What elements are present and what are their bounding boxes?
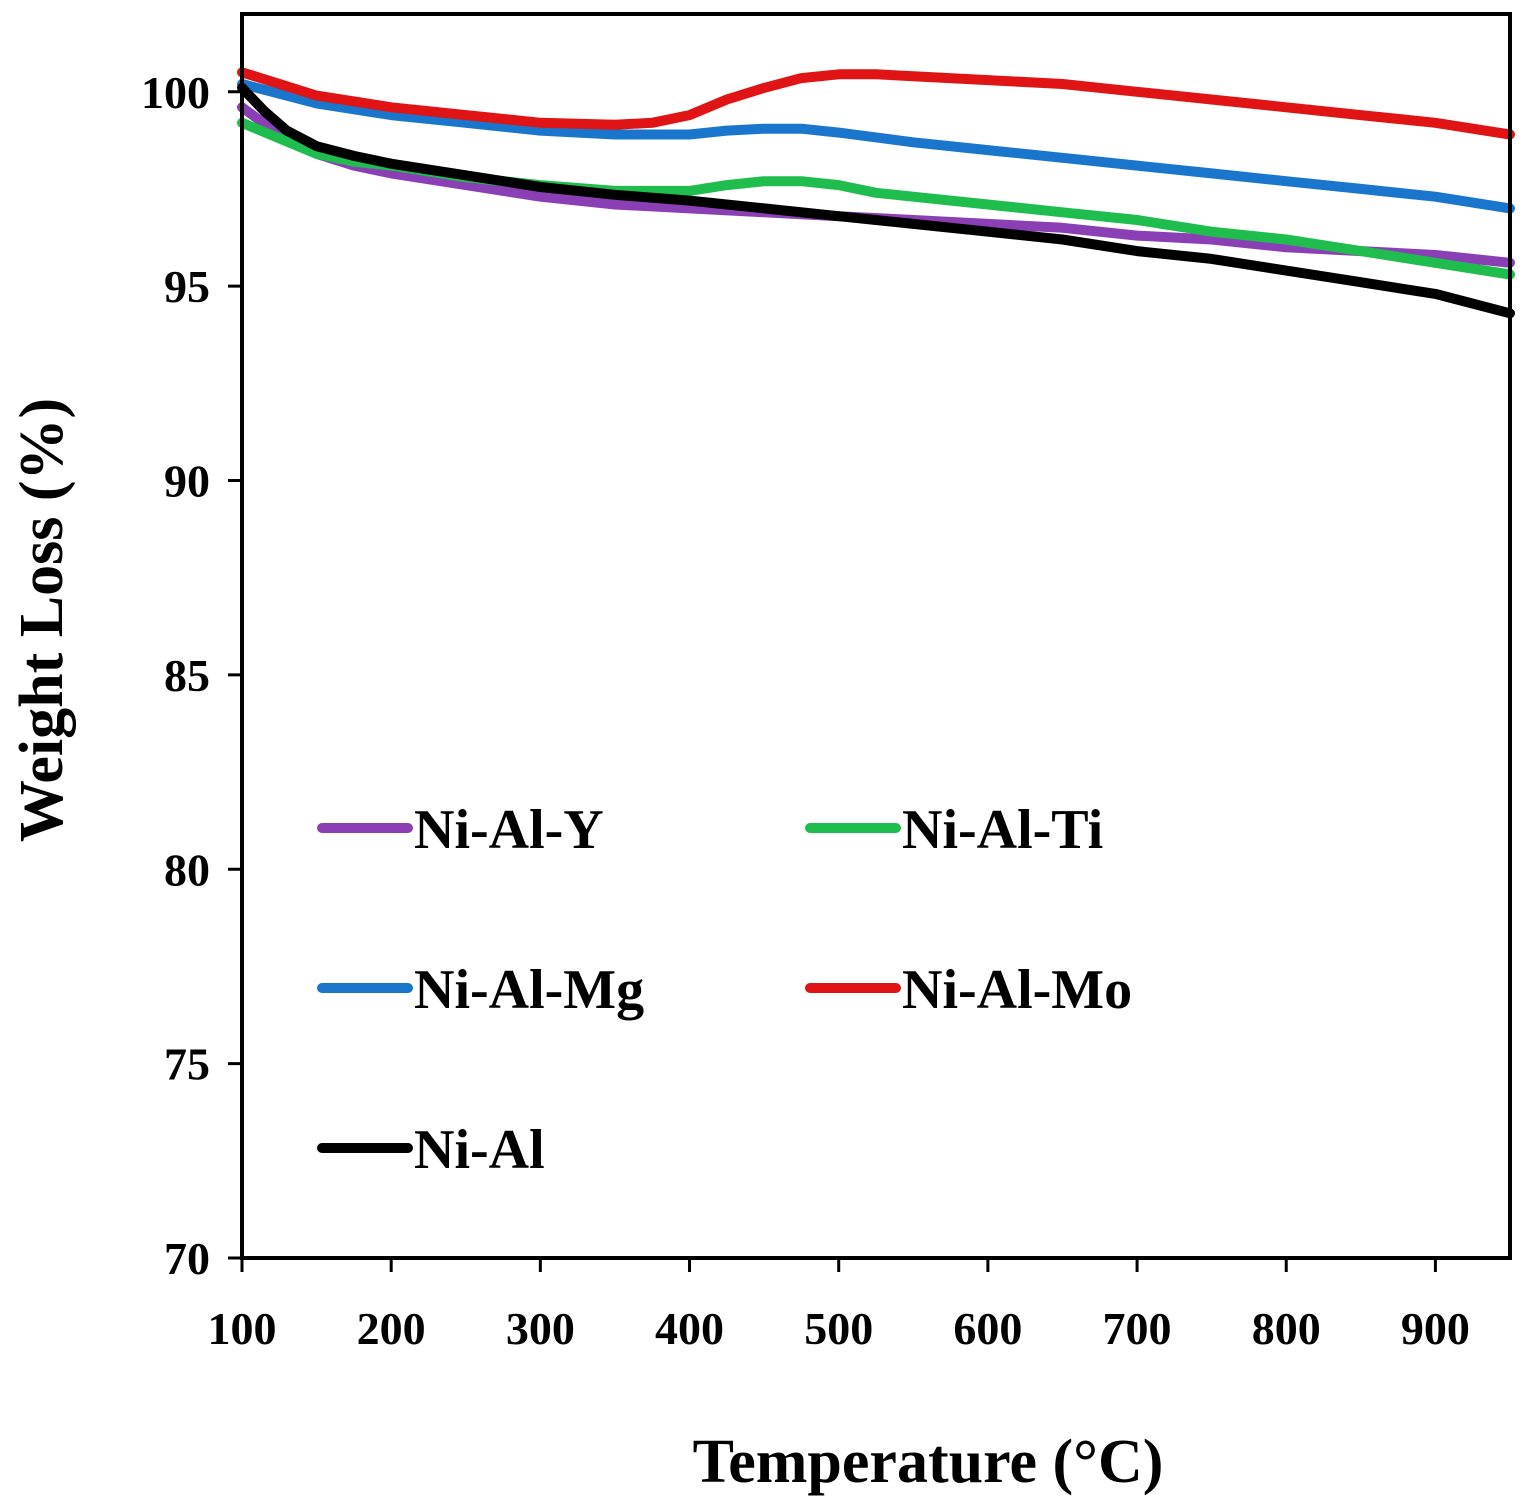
series-line-ni-al-mo — [237, 67, 1515, 140]
y-tick-label: 85 — [164, 650, 210, 701]
x-tick-label: 900 — [1401, 1303, 1470, 1354]
legend-label: Ni-Al-Mg — [414, 959, 644, 1021]
x-tick-label: 500 — [804, 1303, 873, 1354]
series-line-ni-al — [237, 82, 1515, 319]
legend-label: Ni-Al-Mo — [902, 959, 1132, 1021]
x-axis-title: Temperature (°C) — [693, 1428, 1164, 1496]
y-tick-label: 70 — [164, 1233, 210, 1284]
legend-label: Ni-Al-Y — [414, 799, 604, 861]
plot-area-frame — [240, 12, 1512, 1260]
legend-label: Ni-Al — [414, 1119, 545, 1181]
y-axis-title: Weight Loss (%) — [8, 398, 76, 842]
x-tick-label: 300 — [506, 1303, 575, 1354]
y-tick-label: 90 — [164, 456, 210, 507]
x-tick-label: 400 — [655, 1303, 724, 1354]
y-tick-label: 100 — [141, 67, 210, 118]
y-tick-label: 80 — [164, 844, 210, 895]
x-tick-label: 100 — [208, 1303, 277, 1354]
x-tick-label: 800 — [1252, 1303, 1321, 1354]
legend-label: Ni-Al-Ti — [902, 799, 1103, 861]
y-tick-label: 95 — [164, 261, 210, 312]
x-tick-label: 700 — [1103, 1303, 1172, 1354]
x-tick-label: 600 — [953, 1303, 1022, 1354]
series-line-ni-al-mg — [237, 79, 1515, 214]
x-tick-label: 200 — [357, 1303, 426, 1354]
y-tick-label: 75 — [164, 1039, 210, 1090]
